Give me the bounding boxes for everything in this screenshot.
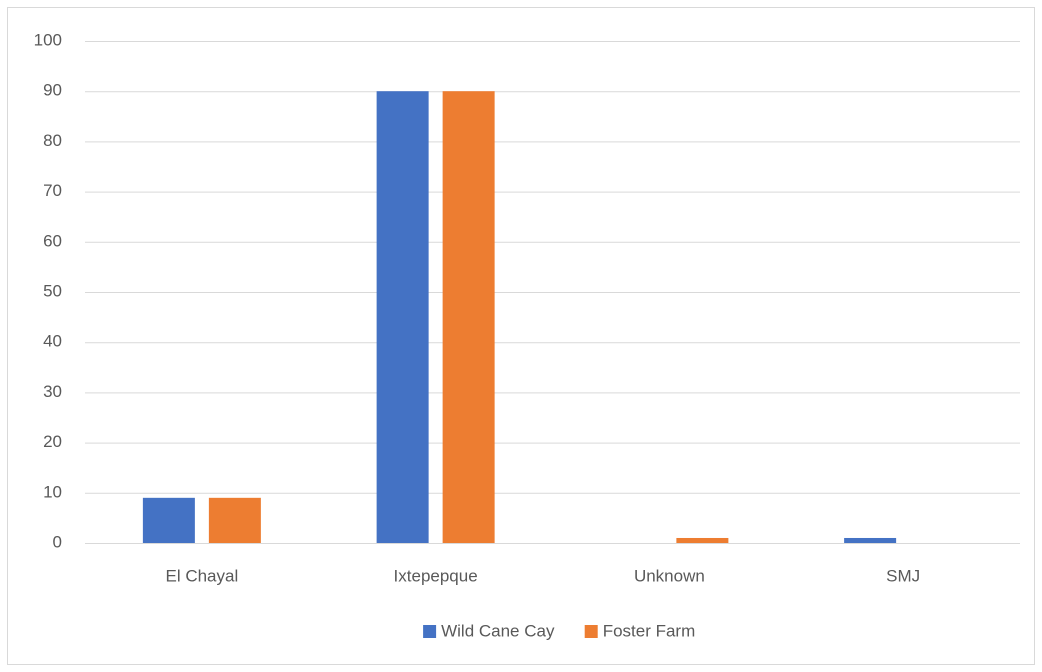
x-tick-label: Ixtepepque (394, 566, 478, 585)
y-tick-label: 50 (43, 281, 62, 300)
chart-border (7, 7, 1035, 665)
x-tick-label: SMJ (886, 566, 920, 585)
y-tick-label: 20 (43, 432, 62, 451)
bar (676, 537, 729, 543)
y-tick-label: 100 (34, 30, 62, 49)
y-tick-label: 70 (43, 181, 62, 200)
bar (142, 497, 195, 543)
bar (442, 91, 495, 543)
y-tick-label: 10 (43, 482, 62, 501)
legend-label: Wild Cane Cay (441, 621, 555, 640)
x-tick-label: Unknown (634, 566, 705, 585)
x-tick-label: El Chayal (165, 566, 238, 585)
legend-label: Foster Farm (603, 621, 696, 640)
y-tick-label: 90 (43, 81, 62, 100)
y-tick-label: 60 (43, 231, 62, 250)
legend-swatch (584, 625, 598, 638)
y-tick-label: 80 (43, 131, 62, 150)
bar (208, 497, 261, 543)
y-tick-label: 40 (43, 332, 62, 351)
bar (376, 91, 429, 543)
y-tick-label: 30 (43, 382, 62, 401)
legend-swatch (423, 625, 437, 638)
bar (844, 537, 897, 543)
y-tick-label: 0 (53, 532, 62, 551)
